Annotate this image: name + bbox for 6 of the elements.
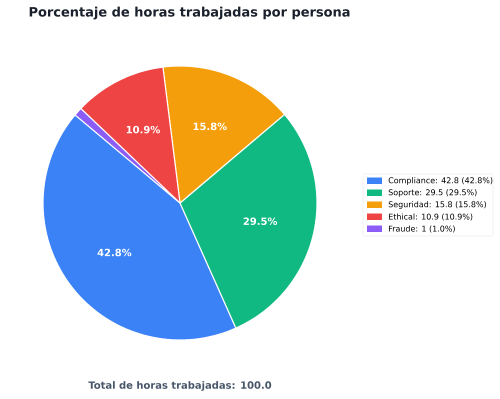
data-label: 15.8% xyxy=(194,122,227,130)
data-label: 29.5% xyxy=(244,217,278,225)
data-label: 42.8% xyxy=(98,248,132,256)
text: Total de horas trabajadas: 100.0 xyxy=(88,381,272,391)
data-label: 10.9% xyxy=(126,126,160,134)
chart-title: Porcentaje de horas trabajadas por persona xyxy=(30,6,350,20)
